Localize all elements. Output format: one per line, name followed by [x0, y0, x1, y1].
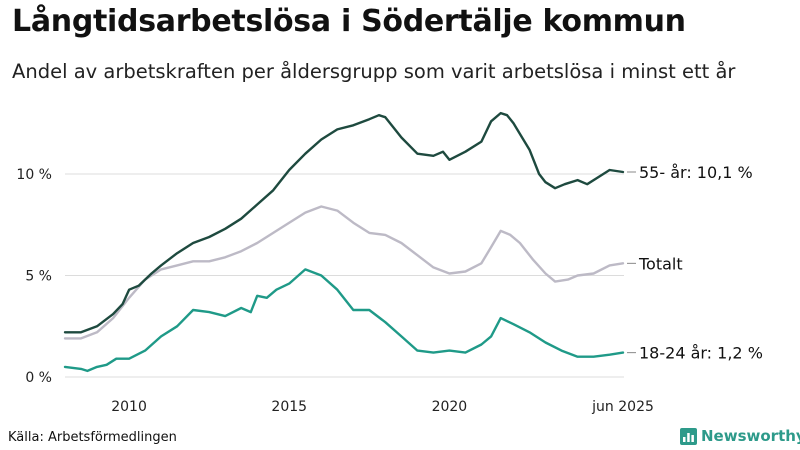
y-tick-label: 10 %	[16, 167, 52, 183]
grid-lines	[65, 173, 624, 378]
x-tick-label: 2010	[111, 399, 147, 415]
series-line-s55	[63, 111, 625, 334]
newsworthy-logo: Newsworthy	[680, 427, 800, 445]
line-chart: 0 % 5 % 10 % 2010 2015 2020 jun 2025 55- år: …	[16, 111, 763, 415]
series-end-label-s55: 55- år: 10,1 %	[639, 163, 753, 182]
y-tick-label: 0 %	[25, 370, 52, 386]
series-end-label-total: Totalt	[638, 254, 683, 273]
y-tick-label: 5 %	[25, 269, 52, 285]
bar-chart-icon	[680, 427, 697, 445]
series-line-total	[63, 205, 625, 340]
series-end-label-s1824: 18-24 år: 1,2 %	[639, 344, 763, 363]
chart-subtitle: Andel av arbetskraften per åldersgrupp s…	[12, 60, 736, 83]
chart-title: Långtidsarbetslösa i Södertälje kommun	[12, 4, 686, 39]
source-note: Källa: Arbetsförmedlingen	[8, 430, 177, 445]
series-end-labels: 55- år: 10,1 % Totalt 18-24 år: 1,2 %	[627, 163, 763, 363]
x-tick-label: 2015	[271, 399, 307, 415]
brand-name: Newsworthy	[701, 427, 800, 445]
x-tick-label: 2020	[432, 399, 468, 415]
series-lines	[63, 111, 625, 373]
y-axis-ticks: 0 % 5 % 10 %	[16, 167, 52, 386]
x-tick-label: jun 2025	[591, 399, 654, 415]
x-axis-ticks: 2010 2015 2020 jun 2025	[111, 399, 654, 415]
series-line-s1824	[63, 268, 625, 373]
